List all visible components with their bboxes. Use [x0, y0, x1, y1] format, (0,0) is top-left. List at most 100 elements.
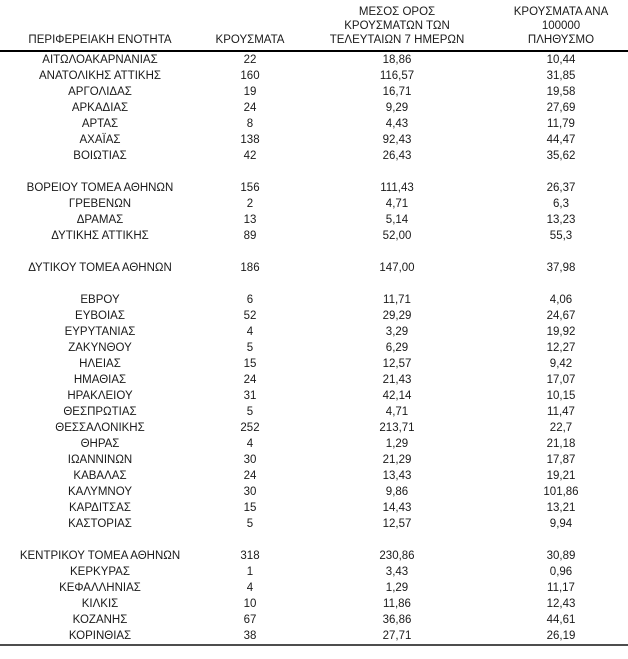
table-row: ΚΙΛΚΙΣ 10 11,86 12,43 [0, 596, 628, 612]
cell-region: ΔΥΤΙΚΗΣ ΑΤΤΙΚΗΣ [51, 230, 149, 242]
cell-region: ΕΥΡΥΤΑΝΙΑΣ [64, 326, 136, 338]
cell-cases: 15 [243, 502, 257, 514]
cell-avg7 [300, 164, 494, 180]
table-row: ΕΥΒΟΙΑΣ 52 29,29 24,67 [0, 308, 628, 324]
cell-cases: 89 [243, 230, 257, 242]
cell-region [0, 244, 200, 260]
cell-per100k: 44,47 [546, 134, 576, 146]
cell-per100k: 21,18 [546, 438, 576, 450]
table-row: ΑΝΑΤΟΛΙΚΗΣ ΑΤΤΙΚΗΣ 160 116,57 31,85 [0, 68, 628, 84]
cell-per100k: 101,86 [543, 486, 579, 498]
cell-cases: 15 [243, 358, 257, 370]
table-row: ΑΙΤΩΛΟΑΚΑΡΝΑΝΙΑΣ 22 18,86 10,44 [0, 50, 628, 68]
cell-cases: 2 [246, 198, 254, 210]
table-row: ΒΟΙΩΤΙΑΣ 42 26,43 35,62 [0, 148, 628, 164]
cell-cases [200, 164, 300, 180]
table-header: ΠΕΡΙΦΕΡΕΙΑΚΗ ΕΝΟΤΗΤΑ ΚΡΟΥΣΜΑΤΑ ΜΕΣΟΣ ΟΡΟ… [0, 0, 628, 52]
cell-avg7: 42,14 [382, 390, 412, 402]
cell-avg7: 230,86 [379, 550, 415, 562]
cell-per100k: 37,98 [546, 262, 576, 274]
table-row: ΗΜΑΘΙΑΣ 24 21,43 17,07 [0, 372, 628, 388]
cell-per100k: 35,62 [546, 150, 576, 162]
cell-region: ΚΟΡΙΝΘΙΑΣ [0, 628, 200, 646]
cell-avg7 [300, 244, 494, 260]
cell-cases: 160 [240, 70, 260, 82]
cell-region: ΗΜΑΘΙΑΣ [73, 374, 127, 386]
cell-region: ΚΑΡΔΙΤΣΑΣ [69, 502, 131, 514]
column-header-cases: ΚΡΟΥΣΜΑΤΑ [200, 0, 300, 52]
cell-per100k: 31,85 [546, 70, 576, 82]
cell-avg7: 116,57 [379, 70, 415, 82]
cell-cases [200, 532, 300, 548]
cell-avg7: 13,43 [382, 470, 412, 482]
cell-per100k: 6,3 [553, 198, 569, 210]
cell-per100k: 19,92 [546, 326, 576, 338]
cell-per100k: 12,27 [546, 342, 576, 354]
cell-region: ΘΕΣΠΡΩΤΙΑΣ [63, 406, 137, 418]
table-row: ΘΕΣΠΡΩΤΙΑΣ 5 4,71 11,47 [0, 404, 628, 420]
cell-avg7: 1,29 [385, 438, 409, 450]
cell-region: ΕΒΡΟΥ [80, 294, 120, 306]
cell-avg7: 9,86 [385, 486, 409, 498]
cell-per100k: 24,67 [546, 310, 576, 322]
cell-region: ΑΡΚΑΔΙΑΣ [71, 102, 129, 114]
cell-region: ΑΡΓΟΛΙΔΑΣ [68, 86, 132, 98]
table-row: ΑΧΑΪΑΣ 138 92,43 44,47 [0, 132, 628, 148]
cell-cases: 4 [246, 326, 254, 338]
cell-cases: 138 [240, 134, 260, 146]
cell-region: ΒΟΙΩΤΙΑΣ [73, 150, 127, 162]
table-row: ΚΕΝΤΡΙΚΟΥ ΤΟΜΕΑ ΑΘΗΝΩΝ 318 230,86 30,89 [0, 548, 628, 564]
cell-per100k: 0,96 [549, 566, 573, 578]
column-header-per100k: ΚΡΟΥΣΜΑΤΑ ΑΝΑ 100000 ΠΛΗΘΥΣΜΟ [494, 0, 628, 52]
table-row: ΗΡΑΚΛΕΙΟΥ 31 42,14 10,15 [0, 388, 628, 404]
cell-per100k [494, 164, 628, 180]
cell-per100k: 55,3 [549, 230, 573, 242]
cell-region: ΓΡΕΒΕΝΩΝ [68, 198, 132, 210]
table-row: ΚΟΡΙΝΘΙΑΣ 38 27,71 26,19 [0, 628, 628, 646]
cell-avg7: 52,00 [382, 230, 412, 242]
table-row: ΒΟΡΕΙΟΥ ΤΟΜΕΑ ΑΘΗΝΩΝ 156 111,43 26,37 [0, 180, 628, 196]
cell-avg7: 18,86 [300, 50, 494, 68]
cell-per100k: 26,37 [546, 182, 576, 194]
cell-per100k: 11,47 [547, 406, 575, 418]
cell-region: ΚΕΦΑΛΛΗΝΙΑΣ [59, 582, 141, 594]
cell-avg7: 1,29 [385, 582, 409, 594]
table-row: ΕΒΡΟΥ 6 11,71 4,06 [0, 292, 628, 308]
cell-cases [200, 244, 300, 260]
cell-per100k: 4,06 [549, 294, 573, 306]
cell-region: ΚΑΣΤΟΡΙΑΣ [68, 518, 132, 530]
table-row: ΕΥΡΥΤΑΝΙΑΣ 4 3,29 19,92 [0, 324, 628, 340]
cell-cases: 252 [240, 422, 260, 434]
cell-region: ΔΡΑΜΑΣ [76, 214, 124, 226]
cell-avg7: 11,86 [383, 598, 411, 610]
table-row: ΚΕΦΑΛΛΗΝΙΑΣ 4 1,29 11,17 [0, 580, 628, 596]
cell-cases: 24 [243, 470, 257, 482]
cell-avg7: 3,43 [385, 566, 409, 578]
cell-region [0, 532, 200, 548]
cell-region: ΚΟΖΑΝΗΣ [72, 614, 128, 626]
cell-cases: 318 [240, 550, 260, 562]
cell-per100k: 10,44 [494, 50, 628, 68]
cell-region: ΚΕΡΚΥΡΑΣ [70, 566, 130, 578]
cell-per100k [494, 276, 628, 292]
cell-cases: 24 [243, 374, 257, 386]
cell-avg7: 5,14 [385, 214, 409, 226]
cell-region: ΚΕΝΤΡΙΚΟΥ ΤΟΜΕΑ ΑΘΗΝΩΝ [19, 550, 181, 562]
cell-cases: 13 [243, 214, 257, 226]
column-header-region: ΠΕΡΙΦΕΡΕΙΑΚΗ ΕΝΟΤΗΤΑ [0, 0, 200, 52]
cell-region: ΙΩΑΝΝΙΝΩΝ [67, 454, 133, 466]
cell-cases: 67 [243, 614, 257, 626]
cell-per100k: 26,19 [494, 628, 628, 646]
cell-cases: 10 [243, 598, 257, 610]
table-row: ΙΩΑΝΝΙΝΩΝ 30 21,29 17,87 [0, 452, 628, 468]
cell-region: ΑΝΑΤΟΛΙΚΗΣ ΑΤΤΙΚΗΣ [38, 70, 161, 82]
table-row: ΔΥΤΙΚΟΥ ΤΟΜΕΑ ΑΘΗΝΩΝ 186 147,00 37,98 [0, 260, 628, 276]
cell-per100k: 27,69 [546, 102, 576, 114]
cell-avg7: 6,29 [385, 342, 409, 354]
cell-cases: 22 [200, 50, 300, 68]
cell-avg7: 21,29 [382, 454, 412, 466]
cell-region [0, 276, 200, 292]
cell-cases: 186 [240, 262, 260, 274]
cell-per100k: 17,07 [546, 374, 576, 386]
